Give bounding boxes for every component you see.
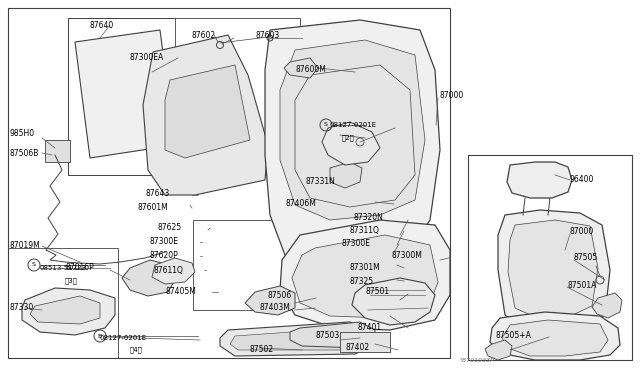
Text: 87601M: 87601M (138, 203, 169, 212)
Polygon shape (290, 322, 375, 348)
Bar (468, 155, 632, 360)
Text: 96400: 96400 (570, 176, 595, 185)
Text: 87300M: 87300M (392, 250, 423, 260)
Polygon shape (330, 162, 362, 188)
Text: 87501: 87501 (365, 288, 389, 296)
Text: 87506B: 87506B (9, 148, 38, 157)
Text: 87625: 87625 (158, 224, 182, 232)
Text: 87000: 87000 (440, 90, 464, 99)
Text: 87505+A: 87505+A (495, 330, 531, 340)
Polygon shape (507, 162, 572, 198)
Polygon shape (284, 58, 318, 78)
Text: *8701033P: *8701033P (460, 357, 495, 362)
Polygon shape (30, 296, 100, 324)
Text: S: S (32, 263, 36, 267)
Text: （4）: （4） (130, 347, 143, 353)
Text: 87403M: 87403M (260, 304, 291, 312)
Polygon shape (292, 235, 438, 318)
Polygon shape (165, 65, 250, 158)
Text: 87019M: 87019M (9, 241, 40, 250)
Text: 87301M: 87301M (349, 263, 380, 273)
Text: 08513-51223: 08513-51223 (40, 265, 87, 271)
Text: 87311Q: 87311Q (349, 227, 379, 235)
Polygon shape (280, 220, 450, 330)
Bar (68, 18, 175, 175)
Text: 87406M: 87406M (285, 199, 316, 208)
Polygon shape (592, 293, 622, 318)
Bar (68, 18, 300, 175)
Text: 87401: 87401 (357, 323, 381, 331)
Text: 87300E: 87300E (342, 240, 371, 248)
Text: 87603: 87603 (256, 31, 280, 39)
Text: 87600M: 87600M (295, 65, 326, 74)
Polygon shape (322, 122, 380, 165)
Bar (45, 140, 70, 162)
Polygon shape (22, 288, 115, 335)
Text: 87330: 87330 (9, 304, 33, 312)
Polygon shape (245, 286, 295, 315)
Text: 87620P: 87620P (150, 251, 179, 260)
Polygon shape (485, 340, 512, 360)
Polygon shape (352, 278, 435, 325)
Text: （2）: （2） (342, 135, 355, 141)
Text: 08127-0201E: 08127-0201E (330, 122, 377, 128)
Text: 87643: 87643 (145, 189, 169, 198)
Polygon shape (152, 258, 195, 284)
Text: 87331N: 87331N (305, 177, 335, 186)
Polygon shape (75, 30, 175, 158)
Text: 87325: 87325 (349, 276, 373, 285)
Text: 87402: 87402 (345, 343, 369, 353)
Text: 87501A: 87501A (567, 280, 596, 289)
Bar (8, 8, 450, 358)
Text: 985H0: 985H0 (9, 128, 34, 138)
Text: 87640: 87640 (90, 20, 115, 29)
Polygon shape (220, 322, 372, 356)
Text: 87405M: 87405M (166, 288, 197, 296)
Text: 87300EA: 87300EA (130, 54, 164, 62)
Text: 08127-0201E: 08127-0201E (100, 335, 147, 341)
Bar (8, 248, 118, 358)
Polygon shape (508, 220, 598, 318)
Polygon shape (265, 20, 440, 278)
Text: 87506: 87506 (268, 291, 292, 299)
Polygon shape (280, 40, 425, 220)
Text: B: B (98, 334, 102, 339)
Polygon shape (502, 320, 608, 356)
Text: 87502: 87502 (250, 346, 274, 355)
Text: S: S (324, 122, 328, 128)
Bar (193, 220, 290, 310)
Text: 87611Q: 87611Q (154, 266, 184, 275)
Text: 87320N: 87320N (354, 214, 384, 222)
Text: 87503: 87503 (316, 331, 340, 340)
Bar (340, 332, 390, 352)
Polygon shape (230, 328, 362, 350)
Text: 87602: 87602 (191, 31, 215, 39)
Text: 87016P: 87016P (66, 263, 95, 272)
Polygon shape (122, 260, 175, 296)
Polygon shape (498, 210, 610, 333)
Text: 87505: 87505 (574, 253, 598, 263)
Text: （3）: （3） (65, 278, 78, 284)
Text: 87000: 87000 (570, 228, 595, 237)
Polygon shape (490, 312, 620, 360)
Text: 87300E: 87300E (150, 237, 179, 247)
Polygon shape (143, 35, 268, 195)
